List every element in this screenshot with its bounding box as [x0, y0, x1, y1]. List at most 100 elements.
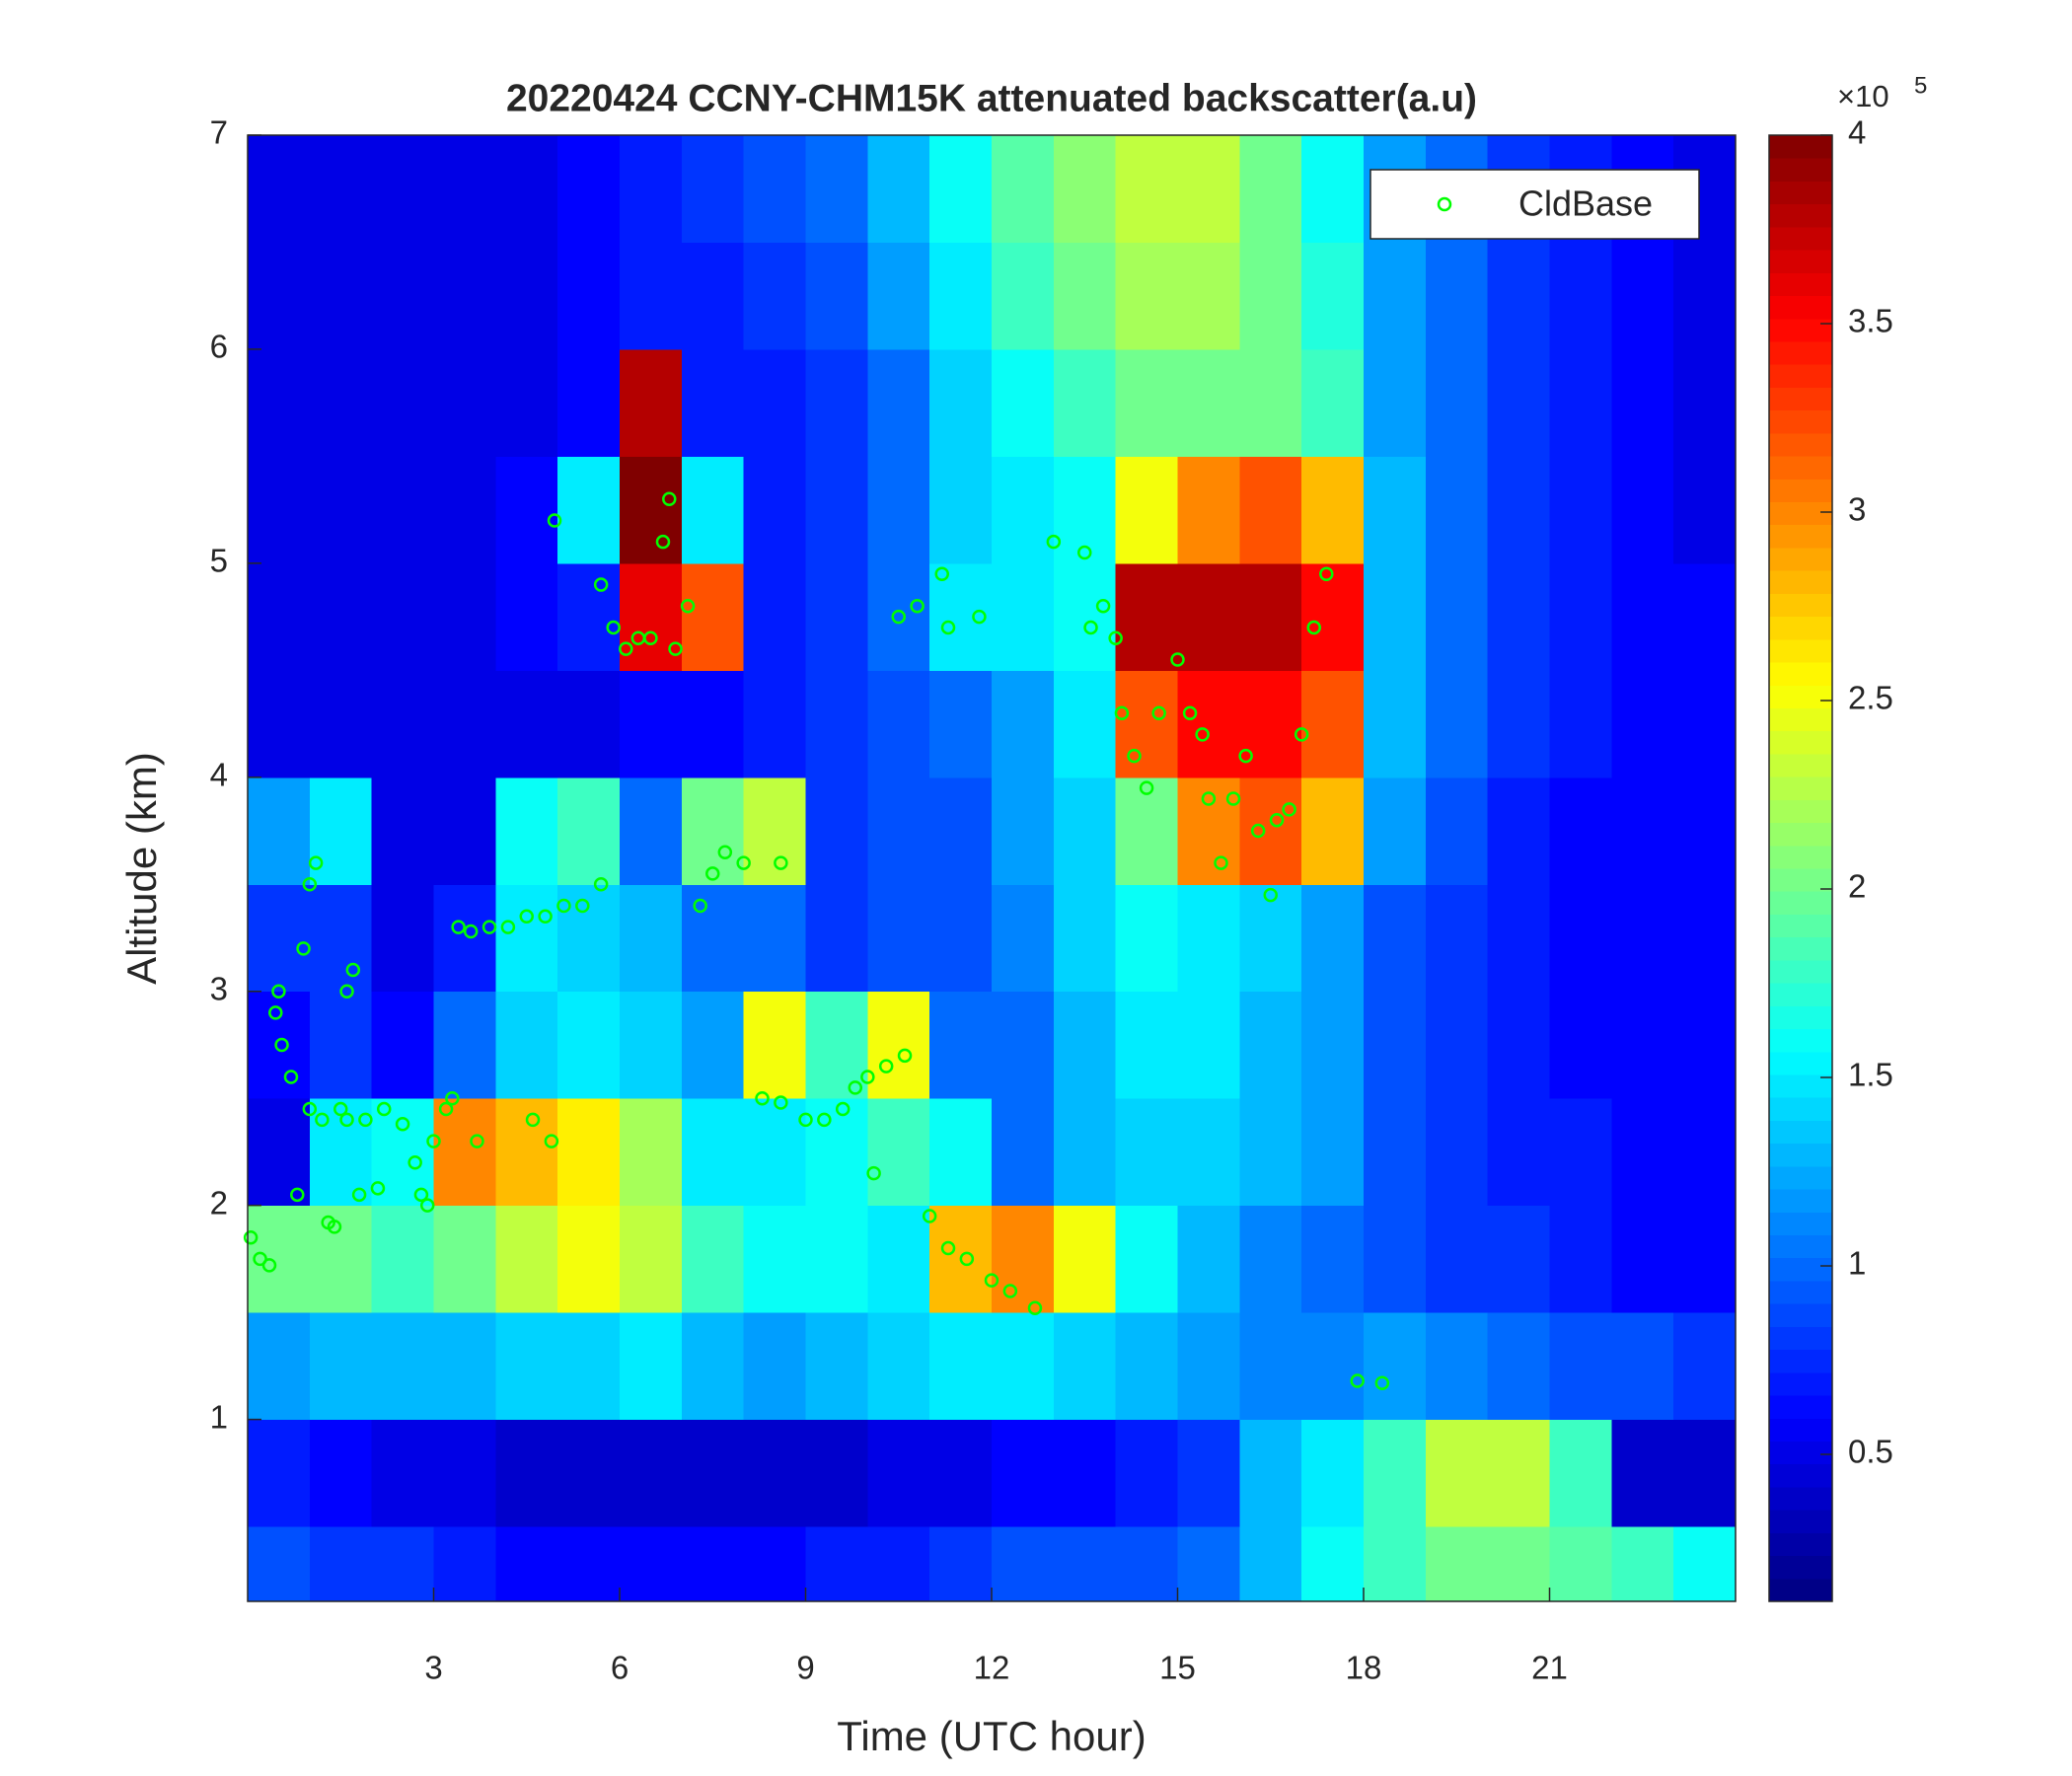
heatmap-cell: [1177, 1312, 1240, 1421]
heatmap-cell: [1301, 991, 1365, 1099]
heatmap-cell: [1425, 670, 1489, 778]
cloud-base-point: [1108, 630, 1123, 646]
colorbar-band: [1769, 1120, 1832, 1145]
colorbar-band: [1769, 1073, 1832, 1098]
heatmap-cell: [1239, 1205, 1302, 1313]
heatmap-cell: [1115, 1526, 1178, 1602]
heatmap-cell: [1364, 1312, 1427, 1421]
cloud-base-point: [438, 1101, 454, 1117]
heatmap-cell: [1301, 1098, 1365, 1207]
colorbar-band: [1769, 1555, 1832, 1580]
heatmap-cell: [992, 1419, 1055, 1527]
heatmap-cell: [433, 991, 496, 1099]
heatmap-cell: [1611, 777, 1674, 885]
heatmap-cell: [1301, 456, 1365, 564]
cloud-base-point: [290, 1187, 305, 1203]
cloud-base-point: [1214, 855, 1228, 870]
heatmap-cell: [929, 242, 993, 350]
cloud-base-point: [1046, 534, 1062, 550]
heatmap-cell: [867, 1205, 930, 1313]
heatmap-cell: [1425, 1098, 1489, 1207]
heatmap-cell: [1611, 1526, 1674, 1602]
heatmap-cell: [495, 1312, 558, 1421]
heatmap-cell: [433, 777, 496, 885]
heatmap-cell: [1673, 1098, 1737, 1207]
heatmap-cell: [433, 670, 496, 778]
colorbar-band: [1769, 1303, 1832, 1327]
heatmap-cell: [1487, 1205, 1550, 1313]
colorbar-band: [1769, 1510, 1832, 1533]
cloud-base-point: [755, 1090, 770, 1106]
heatmap-cell: [1673, 456, 1737, 564]
heatmap-cell: [1177, 884, 1240, 993]
heatmap-cell: [248, 777, 311, 885]
heatmap-cell: [1177, 562, 1240, 671]
heatmap-cell: [1673, 242, 1737, 350]
colorbar-band: [1769, 1395, 1832, 1419]
heatmap-cell: [805, 777, 868, 885]
cloud-base-point: [866, 1165, 881, 1181]
heatmap-cell: [929, 1526, 993, 1602]
heatmap-cell: [371, 777, 434, 885]
heatmap-cell: [805, 884, 868, 993]
heatmap-cell: [1177, 456, 1240, 564]
colorbar-multiplier: ×10: [1837, 79, 1889, 113]
heatmap-cell: [1301, 884, 1365, 993]
heatmap-cell: [805, 135, 868, 243]
heatmap-cell: [557, 1098, 621, 1207]
cloud-base-point: [1238, 748, 1253, 764]
heatmap-cell: [495, 562, 558, 671]
heatmap-cell: [1549, 1205, 1612, 1313]
heatmap-cell: [1301, 777, 1365, 885]
heatmap-cell: [1053, 562, 1117, 671]
heatmap-cell: [1549, 991, 1612, 1099]
colorbar-band: [1769, 250, 1832, 273]
colorbar-band: [1769, 1349, 1832, 1373]
heatmap-cell: [309, 348, 373, 457]
heatmap-cell: [1177, 670, 1240, 778]
colorbar-band: [1769, 799, 1832, 824]
cloud-base-point: [1201, 791, 1217, 806]
heatmap-cell: [557, 135, 621, 243]
colorbar-band: [1769, 1578, 1832, 1602]
heatmap-cell: [1487, 884, 1550, 993]
heatmap-cell: [1301, 1205, 1365, 1313]
heatmap-cell: [1487, 670, 1550, 778]
heatmap-cell: [743, 348, 806, 457]
heatmap-cell: [371, 1312, 434, 1421]
cloud-base-point: [1139, 780, 1154, 795]
cloud-base-point: [1170, 652, 1185, 667]
cloud-base-point: [817, 1112, 832, 1128]
heatmap-cell: [371, 884, 434, 993]
heatmap-cell: [1115, 1098, 1178, 1207]
y-axis-label: Altitude (km): [118, 752, 165, 985]
heatmap-cell: [371, 1526, 434, 1602]
legend-marker: [1437, 196, 1452, 212]
heatmap-cell: [1549, 670, 1612, 778]
heatmap-cell: [1301, 348, 1365, 457]
heatmap-cell: [867, 884, 930, 993]
colorbar-frame: [1768, 134, 1833, 1602]
heatmap-cell: [681, 670, 745, 778]
cloud-base-point: [547, 513, 562, 528]
heatmap-cell: [1053, 884, 1117, 993]
heatmap-cell: [1115, 1205, 1178, 1313]
cloud-base-point: [339, 1112, 354, 1128]
heatmap-cell: [929, 884, 993, 993]
x-tick-label: 21: [1531, 1650, 1568, 1686]
cloud-base-point: [333, 1101, 348, 1117]
colorbar-band: [1769, 181, 1832, 205]
x-tick-label: 15: [1159, 1650, 1196, 1686]
cloud-base-point: [419, 1198, 435, 1213]
legend-label: CldBase: [1518, 184, 1653, 224]
heatmap-cell: [1425, 242, 1489, 350]
cloud-base-point: [910, 599, 925, 614]
heatmap-cell: [248, 1312, 311, 1421]
heatmap-cell: [992, 1526, 1055, 1602]
cloud-base-point: [358, 1112, 373, 1128]
heatmap-cell: [620, 1312, 683, 1421]
heatmap-cell: [1611, 456, 1674, 564]
colorbar-band: [1769, 662, 1832, 686]
heatmap-cell: [1425, 777, 1489, 885]
heatmap-cell: [681, 348, 745, 457]
